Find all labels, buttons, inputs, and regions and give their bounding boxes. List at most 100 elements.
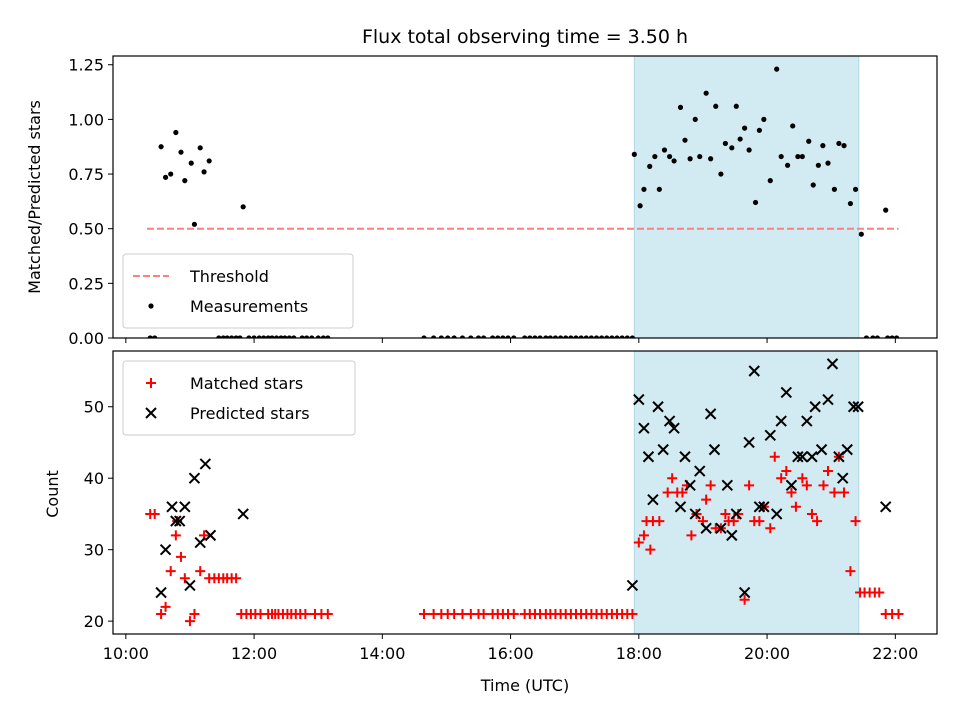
matched-star-point [633, 537, 644, 548]
measurement-point [883, 207, 889, 213]
measurement-point [495, 335, 501, 338]
predicted-star-point [694, 465, 706, 477]
predicted-star-point [721, 479, 734, 492]
legend-measurement-swatch [148, 303, 154, 309]
matched-star-point [744, 480, 755, 491]
matched-star-point [156, 608, 167, 619]
measurement-point [742, 125, 748, 131]
top-y-tick-label: 0.25 [68, 274, 104, 293]
predicted-star-point [166, 501, 178, 513]
bottom-y-tick-label: 30 [84, 541, 104, 560]
bottom-plot-area [145, 351, 904, 634]
top-y-tick-label: 0.00 [68, 329, 104, 348]
top-observing-window [633, 56, 860, 338]
predicted-star-point [674, 501, 687, 513]
measurement-point [543, 335, 549, 338]
measurement-point [182, 178, 188, 184]
measurement-point [656, 186, 662, 192]
measurement-point [431, 335, 437, 338]
measurement-point [652, 153, 658, 160]
matched-star-point [449, 608, 460, 619]
matched-star-point [457, 608, 468, 619]
measurement-point [229, 335, 235, 338]
measurement-point [774, 66, 780, 72]
predicted-star-point [708, 443, 721, 456]
matched-star-point [654, 516, 665, 527]
matched-star-point [478, 608, 489, 619]
matched-star-point [786, 487, 797, 498]
measurement-point [629, 335, 636, 338]
matched-star-point [175, 551, 186, 562]
matched-star-point [812, 516, 823, 527]
bottom-x-tick-label: 22:00 [872, 644, 918, 663]
measurement-point [309, 335, 315, 338]
measurement-point [216, 335, 222, 338]
predicted-star-point [647, 493, 659, 506]
measurement-point [201, 169, 207, 175]
matched-star-point [850, 516, 861, 527]
predicted-star-point [155, 586, 167, 599]
predicted-star-point [715, 522, 727, 534]
predicted-star-point [826, 358, 839, 370]
predicted-star-point [657, 443, 669, 456]
matched-star-point [822, 466, 833, 477]
predicted-star-point [159, 543, 172, 556]
measurement-point [265, 335, 271, 338]
predicted-star-point [204, 529, 217, 542]
bottom-x-tick-label: 10:00 [103, 644, 149, 663]
predicted-star-point [806, 451, 818, 463]
measurement-point [746, 147, 752, 153]
predicted-star-point [170, 515, 182, 527]
measurement-point [511, 335, 517, 338]
measurement-point [197, 145, 203, 151]
legend-predicted-swatch [145, 407, 157, 419]
matched-star-point [776, 473, 787, 484]
predicted-star-point [785, 479, 798, 492]
measurement-point [733, 103, 739, 109]
legend-label: Threshold [189, 267, 269, 286]
predicted-star-point [809, 401, 821, 413]
predicted-star-point [704, 408, 717, 420]
measurement-point [445, 335, 451, 338]
measurement-point [677, 104, 684, 110]
predicted-star-point [847, 401, 860, 413]
bottom-legend: Matched stars Predicted stars [122, 360, 356, 436]
measurement-point [261, 335, 267, 338]
matched-star-point [195, 566, 206, 577]
measurement-point [527, 335, 533, 338]
measurement-point [889, 335, 895, 338]
matched-star-point [801, 480, 812, 491]
matched-star-point [184, 616, 195, 627]
measurement-point [609, 335, 615, 338]
measurement-point [282, 335, 288, 338]
predicted-star-point [775, 415, 787, 427]
predicted-star-point [633, 393, 645, 406]
matched-star-point [645, 544, 656, 555]
measurement-point [682, 137, 688, 143]
predicted-star-point [700, 522, 712, 534]
top-plot-area [146, 56, 900, 338]
measurement-point [315, 335, 321, 338]
matched-star-point [797, 473, 808, 484]
measurement-point [438, 335, 444, 338]
measurement-point [885, 335, 891, 338]
measurement-point [246, 335, 252, 338]
measurement-point [273, 335, 280, 338]
measurement-point [713, 103, 719, 109]
measurement-point [703, 90, 709, 96]
predicted-star-point [796, 451, 809, 463]
measurement-point [894, 335, 900, 338]
measurement-point [162, 174, 169, 180]
top-series-0 [147, 66, 900, 338]
measurement-point [631, 151, 637, 157]
measurement-point [858, 231, 864, 237]
predicted-star-point [173, 515, 186, 527]
measurement-point [224, 335, 230, 338]
measurement-point [505, 335, 511, 338]
predicted-star-point [663, 415, 676, 427]
measurement-point [641, 186, 647, 192]
predicted-star-point [194, 536, 206, 549]
measurement-point [799, 153, 805, 160]
measurement-point [500, 335, 506, 338]
